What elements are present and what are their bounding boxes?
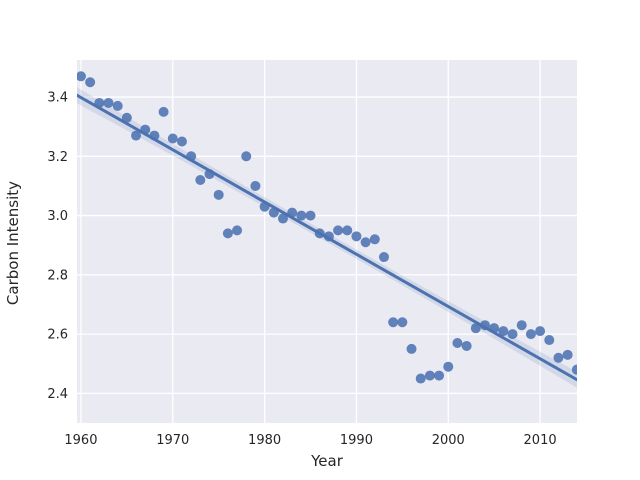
scatter-point	[204, 169, 215, 180]
scatter-point	[535, 326, 546, 337]
scatter-point	[186, 151, 197, 162]
scatter-point	[103, 97, 114, 108]
x-tick-label: 2010	[524, 433, 557, 448]
scatter-point	[140, 124, 151, 135]
scatter-point	[158, 106, 169, 117]
scatter-point	[167, 133, 178, 144]
y-tick-label: 3.2	[47, 150, 68, 165]
scatter-point	[77, 71, 86, 82]
scatter-point	[305, 210, 316, 221]
scatter-point	[571, 364, 577, 375]
scatter-point	[461, 340, 472, 351]
scatter-point	[470, 323, 481, 334]
scatter-point	[452, 337, 463, 348]
scatter-point	[259, 201, 270, 212]
scatter-point	[195, 175, 206, 186]
scatter-point	[222, 228, 233, 239]
scatter-point	[369, 234, 380, 245]
scatter-point	[351, 231, 362, 242]
scatter-point	[516, 320, 527, 331]
y-axis-label: Carbon Intensity	[4, 180, 22, 306]
scatter-point	[277, 213, 288, 224]
scatter-point	[213, 189, 224, 200]
x-tick-label: 1970	[156, 433, 189, 448]
scatter-point	[131, 130, 142, 141]
scatter-point	[176, 136, 187, 147]
scatter-point	[544, 335, 555, 346]
scatter-point	[149, 130, 160, 141]
scatter-point	[360, 237, 371, 248]
scatter-point	[314, 228, 325, 239]
x-tick-label: 1960	[64, 433, 97, 448]
scatter-point	[479, 320, 490, 331]
scatter-point	[268, 207, 279, 218]
x-tick-label: 1980	[248, 433, 281, 448]
scatter-point	[378, 252, 389, 263]
scatter-point	[525, 329, 536, 340]
scatter-point	[562, 349, 573, 360]
scatter-point	[424, 370, 435, 381]
y-tick-label: 2.8	[47, 268, 68, 283]
x-tick-label: 1990	[340, 433, 373, 448]
scatter-point	[415, 373, 426, 384]
x-axis-label: Year	[311, 452, 343, 470]
scatter-point	[434, 370, 445, 381]
y-tick-label: 3.0	[47, 209, 68, 224]
x-tick-label: 2000	[432, 433, 465, 448]
scatter-point	[489, 323, 500, 334]
scatter-point	[397, 317, 408, 328]
scatter-point	[507, 329, 518, 340]
scatter-point	[333, 225, 344, 236]
scatter-point	[388, 317, 399, 328]
scatter-point	[323, 231, 334, 242]
scatter-point	[250, 180, 261, 191]
scatter-point	[406, 343, 417, 354]
scatter-point	[241, 151, 252, 162]
scatter-point	[85, 77, 96, 88]
scatter-point	[232, 225, 243, 236]
scatter-point	[342, 225, 353, 236]
scatter-point	[121, 112, 132, 123]
plot-area	[77, 60, 577, 423]
scatter-point	[112, 100, 123, 111]
scatter-point	[287, 207, 298, 218]
y-tick-label: 3.4	[47, 91, 68, 106]
y-tick-label: 2.6	[47, 328, 68, 343]
y-tick-label: 2.4	[47, 387, 68, 402]
scatter-point	[296, 210, 307, 221]
scatter-point	[553, 352, 564, 363]
scatter-point	[94, 97, 105, 108]
scatter-point	[498, 326, 509, 337]
scatter-point	[443, 361, 454, 372]
